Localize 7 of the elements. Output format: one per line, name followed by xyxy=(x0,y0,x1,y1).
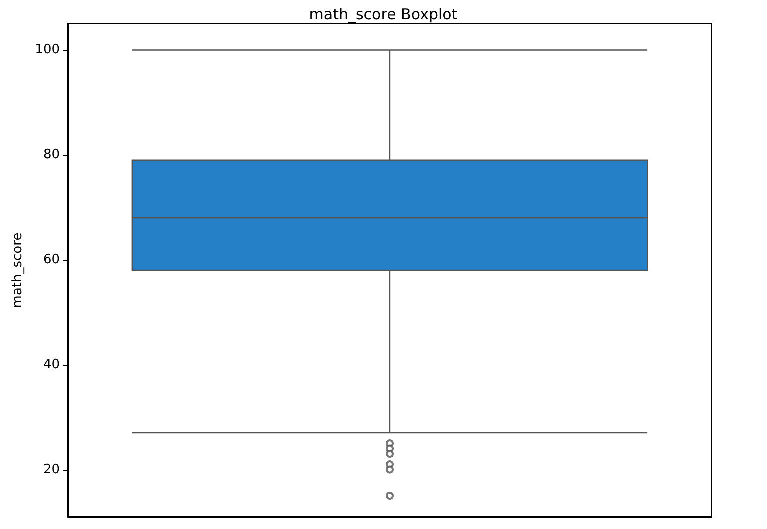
y-axis-title: math_score xyxy=(10,232,26,308)
y-tick-label: 100 xyxy=(35,42,60,58)
y-tick-label: 60 xyxy=(43,252,60,268)
y-tick-label: 40 xyxy=(43,357,60,372)
chart-title: math_score Boxplot xyxy=(309,6,458,24)
y-tick-label: 20 xyxy=(43,462,60,478)
y-tick-label: 80 xyxy=(43,148,60,163)
